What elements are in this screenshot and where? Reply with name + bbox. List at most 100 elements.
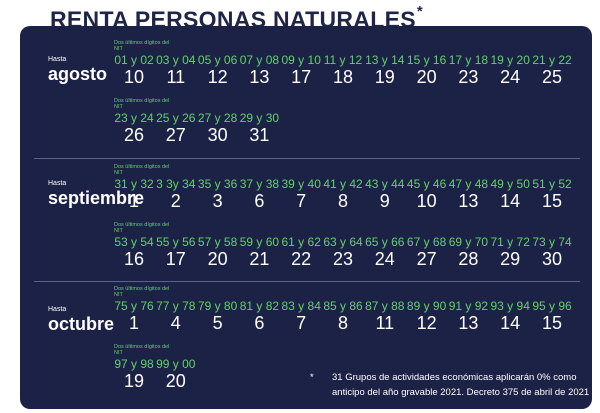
nit-digits: 65 y 66 (365, 235, 405, 249)
schedule-cell: 65 y 66 24 (365, 235, 405, 269)
schedule-row: Dos últimos dígitos del NIT 01 y 02 10 03 y… (114, 40, 584, 92)
due-day: 1 (128, 313, 139, 333)
due-day: 14 (500, 313, 521, 333)
due-day: 10 (416, 191, 437, 211)
due-day: 7 (296, 191, 307, 211)
schedule-cell: 85 y 86 8 (323, 299, 363, 333)
schedule-cell: 3 3y 34 2 (156, 177, 196, 211)
nit-digits: 91 y 92 (448, 299, 489, 313)
schedule-cell: 83 y 84 7 (281, 299, 321, 333)
due-day: 15 (541, 191, 563, 211)
schedule-cell: 21 y 22 25 (532, 53, 572, 87)
schedule-cell: 41 y 42 8 (323, 177, 363, 211)
month-septiembre: Hasta septiembre (48, 180, 144, 208)
due-day: 6 (254, 191, 265, 211)
digits-label: Dos últimos dígitos del NIT (114, 344, 170, 356)
hasta-label: Hasta (48, 180, 67, 187)
schedule-row: Dos últimos dígitos del NIT 75 y 76 1 77 y … (114, 286, 584, 338)
due-day: 29 (500, 249, 521, 269)
schedule-cell: 45 y 46 10 (407, 177, 447, 211)
due-day: 10 (123, 67, 145, 87)
schedule-cell: 79 y 80 5 (198, 299, 238, 333)
due-day: 7 (296, 313, 307, 333)
schedule-row: Dos últimos dígitos del NIT 31 y 32 1 3 3y … (114, 164, 584, 216)
due-day: 15 (541, 313, 563, 333)
nit-digits: 09 y 10 (281, 53, 321, 67)
schedule-cell: 97 y 98 19 (114, 357, 154, 391)
schedule-cell: 09 y 10 17 (281, 53, 321, 87)
schedule-cell: 03 y 04 11 (156, 53, 196, 87)
nit-digits: 17 y 18 (448, 53, 489, 67)
nit-digits: 31 y 32 (114, 177, 154, 191)
due-day: 8 (337, 313, 348, 333)
due-day: 11 (375, 313, 395, 333)
due-day: 22 (291, 249, 312, 269)
nit-digits: 03 y 04 (156, 53, 196, 67)
schedule-cell: 31 y 32 1 (114, 177, 154, 211)
nit-digits: 81 y 82 (239, 299, 280, 313)
nit-digits: 99 y 00 (156, 357, 196, 371)
schedule-cell: 29 y 30 31 (239, 111, 279, 145)
nit-digits: 59 y 60 (239, 235, 280, 249)
title-asterisk: * (416, 3, 423, 20)
due-day: 24 (374, 249, 395, 269)
due-day: 3 (212, 191, 223, 211)
nit-digits: 95 y 96 (532, 299, 572, 313)
schedule-row: Dos últimos dígitos del NIT 53 y 54 16 55 y… (114, 222, 584, 274)
nit-digits: 19 y 20 (490, 53, 530, 67)
nit-digits: 69 y 70 (448, 235, 489, 249)
nit-digits: 71 y 72 (490, 235, 530, 249)
schedule-cell: 69 y 70 28 (448, 235, 488, 269)
due-day: 21 (249, 249, 270, 269)
schedule-cell: 73 y 74 30 (532, 235, 572, 269)
due-day: 11 (166, 67, 186, 87)
schedule-cell: 07 y 08 13 (239, 53, 279, 87)
due-day: 19 (374, 67, 395, 87)
nit-digits: 57 y 58 (197, 235, 238, 249)
schedule-cell: 19 y 20 24 (490, 53, 530, 87)
schedule-cell: 01 y 02 10 (114, 53, 154, 87)
schedule-row: Dos últimos dígitos del NIT 97 y 98 19 99 y… (114, 344, 584, 396)
schedule-cell: 81 y 82 6 (239, 299, 279, 333)
month-octubre: Hasta octubre (48, 306, 114, 334)
schedule-row: Dos últimos dígitos del NIT 23 y 24 26 25 y… (114, 98, 584, 150)
digits-label: Dos últimos dígitos del NIT (114, 40, 170, 52)
due-day: 20 (165, 371, 186, 391)
section-divider (34, 158, 580, 159)
due-day: 26 (123, 125, 145, 145)
schedule-cell: 61 y 62 22 (281, 235, 321, 269)
due-day: 17 (291, 67, 312, 87)
schedule-cell: 37 y 38 6 (239, 177, 279, 211)
nit-digits: 97 y 98 (114, 357, 154, 371)
schedule-cell: 87 y 88 11 (365, 299, 405, 333)
month-name: octubre (48, 314, 115, 334)
nit-digits: 29 y 30 (239, 111, 280, 125)
schedule-cell: 59 y 60 21 (239, 235, 279, 269)
due-day: 14 (500, 191, 521, 211)
nit-digits: 39 y 40 (281, 177, 321, 191)
nit-digits: 47 y 48 (448, 177, 489, 191)
schedule-cell: 27 y 28 30 (198, 111, 238, 145)
schedule-cell: 49 y 50 14 (490, 177, 530, 211)
nit-digits: 67 y 68 (406, 235, 447, 249)
nit-digits: 45 y 46 (406, 177, 447, 191)
due-day: 13 (458, 191, 479, 211)
schedule-cell: 55 y 56 17 (156, 235, 196, 269)
nit-digits: 49 y 50 (490, 177, 530, 191)
month-agosto: Hasta agosto (48, 56, 107, 84)
schedule-cell: 71 y 72 29 (490, 235, 530, 269)
nit-digits: 79 y 80 (197, 299, 238, 313)
due-day: 20 (207, 249, 228, 269)
due-day: 12 (207, 67, 228, 87)
digits-label: Dos últimos dígitos del NIT (114, 222, 170, 234)
due-day: 2 (170, 191, 181, 211)
due-day: 28 (458, 249, 479, 269)
schedule-cell: 75 y 76 1 (114, 299, 154, 333)
due-day: 9 (379, 191, 390, 211)
due-day: 5 (212, 313, 223, 333)
nit-digits: 85 y 86 (323, 299, 363, 313)
schedule-cell: 91 y 92 13 (448, 299, 488, 333)
schedule-cell: 23 y 24 26 (114, 111, 154, 145)
due-day: 13 (458, 313, 479, 333)
schedule-cell: 17 y 18 23 (448, 53, 488, 87)
